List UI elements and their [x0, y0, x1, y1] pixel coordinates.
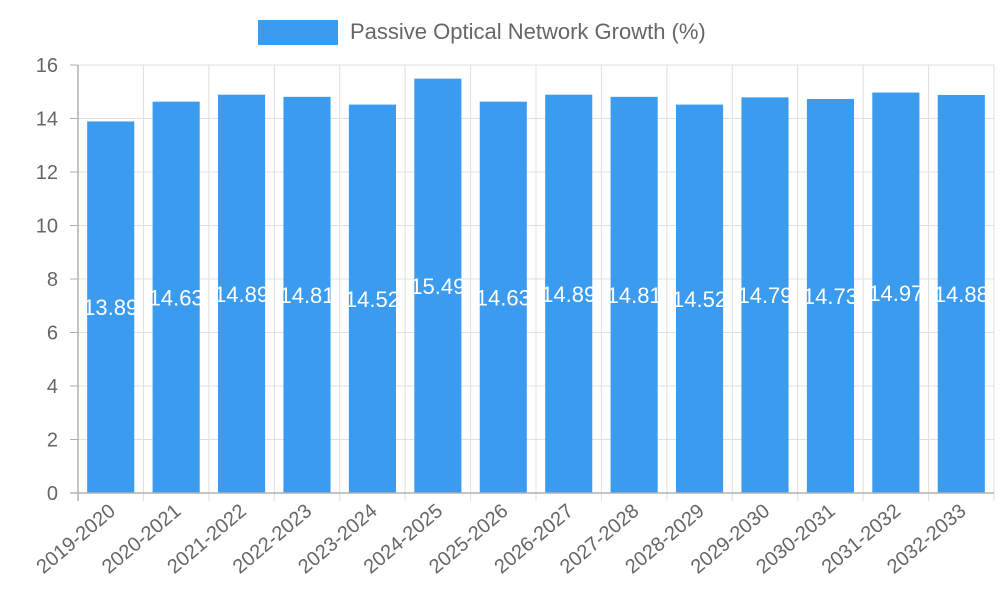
- data-label: 15.49: [410, 274, 465, 299]
- bars: [87, 78, 985, 494]
- bar[interactable]: [218, 94, 266, 493]
- bar[interactable]: [283, 96, 331, 494]
- data-label: 14.63: [476, 285, 531, 310]
- bar[interactable]: [806, 98, 854, 493]
- data-label: 14.73: [803, 284, 858, 309]
- y-tick-label: 0: [47, 483, 58, 505]
- bar[interactable]: [152, 101, 200, 494]
- data-labels: 13.89 14.63 14.89 14.81 14.52 15.49 14.63 14.89…: [83, 274, 989, 320]
- data-label: 14.52: [672, 287, 727, 312]
- bar[interactable]: [479, 101, 527, 494]
- data-label: 14.97: [868, 281, 923, 306]
- y-tick-label: 2: [47, 430, 58, 452]
- data-label: 13.89: [83, 295, 138, 320]
- axes: [70, 64, 994, 501]
- data-label: 14.89: [541, 282, 596, 307]
- data-label: 14.81: [607, 283, 662, 308]
- bar[interactable]: [676, 104, 724, 493]
- legend-label: Passive Optical Network Growth (%): [350, 19, 706, 44]
- bar[interactable]: [741, 97, 789, 494]
- y-axis-ticks: 0 2 4 6 8 10 12 14 16: [36, 55, 58, 505]
- bar[interactable]: [545, 94, 593, 493]
- data-label: 14.89: [214, 282, 269, 307]
- y-tick-label: 6: [47, 323, 58, 345]
- y-tick-label: 10: [36, 216, 58, 238]
- y-tick-label: 4: [47, 376, 58, 398]
- x-axis-ticks: 2019-20202020-20212021-20222022-20232023…: [33, 500, 971, 578]
- bar[interactable]: [610, 96, 658, 494]
- y-tick-label: 16: [36, 55, 58, 77]
- y-tick-label: 12: [36, 162, 58, 184]
- chart-legend[interactable]: Passive Optical Network Growth (%): [258, 19, 706, 45]
- bar[interactable]: [414, 78, 462, 493]
- bar[interactable]: [872, 92, 920, 494]
- bar[interactable]: [87, 121, 135, 493]
- data-label: 14.52: [345, 287, 400, 312]
- bar[interactable]: [348, 104, 396, 493]
- y-tick-label: 8: [47, 269, 58, 291]
- bar[interactable]: [937, 94, 985, 494]
- data-label: 14.63: [149, 285, 204, 310]
- data-label: 14.88: [934, 282, 989, 307]
- data-label: 14.81: [279, 283, 334, 308]
- y-tick-label: 14: [36, 109, 58, 131]
- data-label: 14.79: [737, 283, 792, 308]
- legend-swatch: [258, 19, 338, 45]
